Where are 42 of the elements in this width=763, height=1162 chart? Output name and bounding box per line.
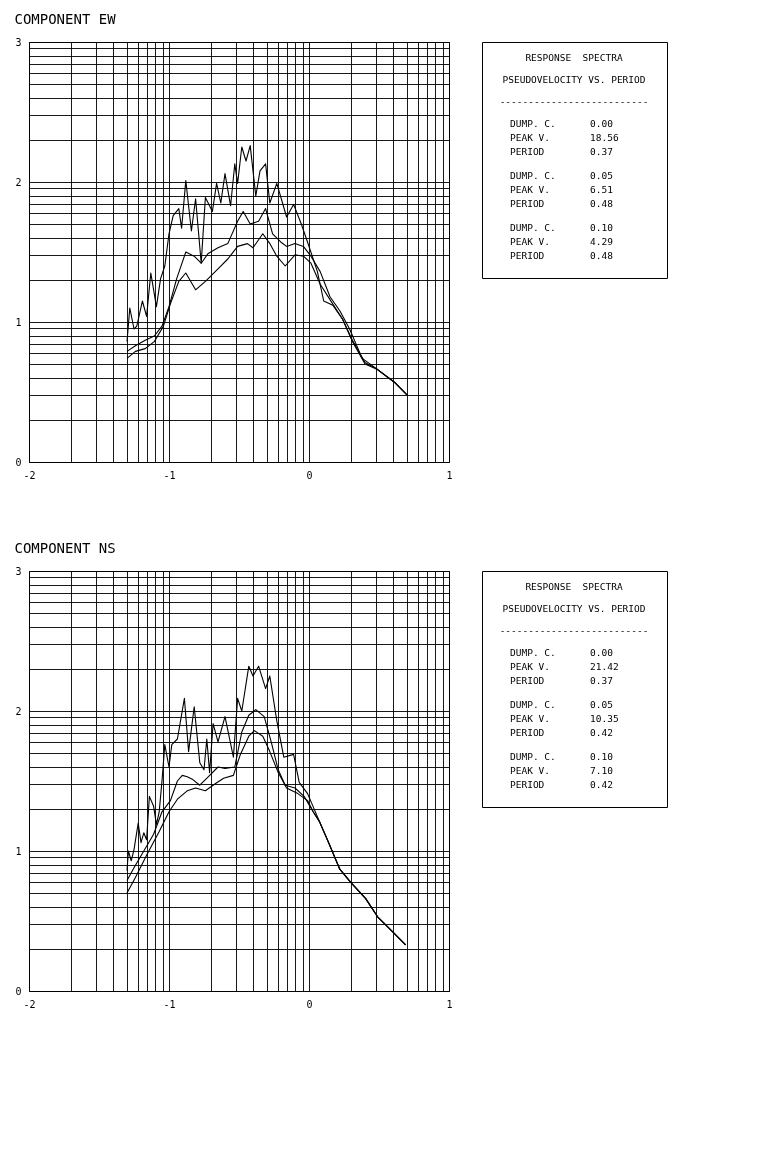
text: DUMP. C. 0.00 [510,647,614,658]
text: PERIOD 0.48 [510,198,614,209]
text: PERIOD 0.37 [510,146,613,157]
text: -------------------------- [499,96,649,107]
y-tick-label: 1 [15,845,22,857]
text: PSEUDOVELOCITY VS. PERIOD [502,74,646,85]
text: PEAK V. 18.56 [510,132,619,143]
text: PERIOD 0.42 [510,727,613,738]
y-tick-label: 3 [15,36,22,48]
text: PERIOD 0.48 [510,250,614,261]
text: PERIOD 0.37 [510,675,613,686]
text: PEAK V. 7.10 [510,765,614,776]
y-tick-label: 0 [15,456,22,468]
text: DUMP. C. 0.10 [510,751,614,762]
text: DUMP. C. 0.05 [510,170,613,181]
text: PEAK V. 4.29 [510,236,614,247]
x-tick-label: -2 [23,998,36,1010]
x-tick-label: 0 [306,998,313,1010]
text: PEAK V. 21.42 [510,661,619,672]
x-tick-label: 1 [446,469,453,481]
text: -------------------------- [499,625,649,636]
text: DUMP. C. 0.05 [510,699,613,710]
chart-title: COMPONENT NS [14,539,116,556]
text: PEAK V. 10.35 [510,713,619,724]
text: DUMP. C. 0.00 [510,118,614,129]
x-tick-label: -2 [23,469,36,481]
y-tick-label: 1 [15,316,22,328]
y-tick-label: 2 [15,705,22,717]
text: PERIOD 0.42 [510,779,613,790]
text: PSEUDOVELOCITY VS. PERIOD [502,603,646,614]
chart-title: COMPONENT EW [14,10,117,27]
y-tick-label: 2 [15,176,22,188]
text: RESPONSE SPECTRA [525,52,623,63]
x-tick-label: 0 [306,469,313,481]
text: DUMP. C. 0.10 [510,222,614,233]
y-tick-label: 3 [15,565,22,577]
x-tick-label: -1 [163,998,176,1010]
text: RESPONSE SPECTRA [525,581,623,592]
y-tick-label: 0 [15,985,22,997]
x-tick-label: 1 [446,998,453,1010]
x-tick-label: -1 [163,469,176,481]
text: PEAK V. 6.51 [510,184,614,195]
